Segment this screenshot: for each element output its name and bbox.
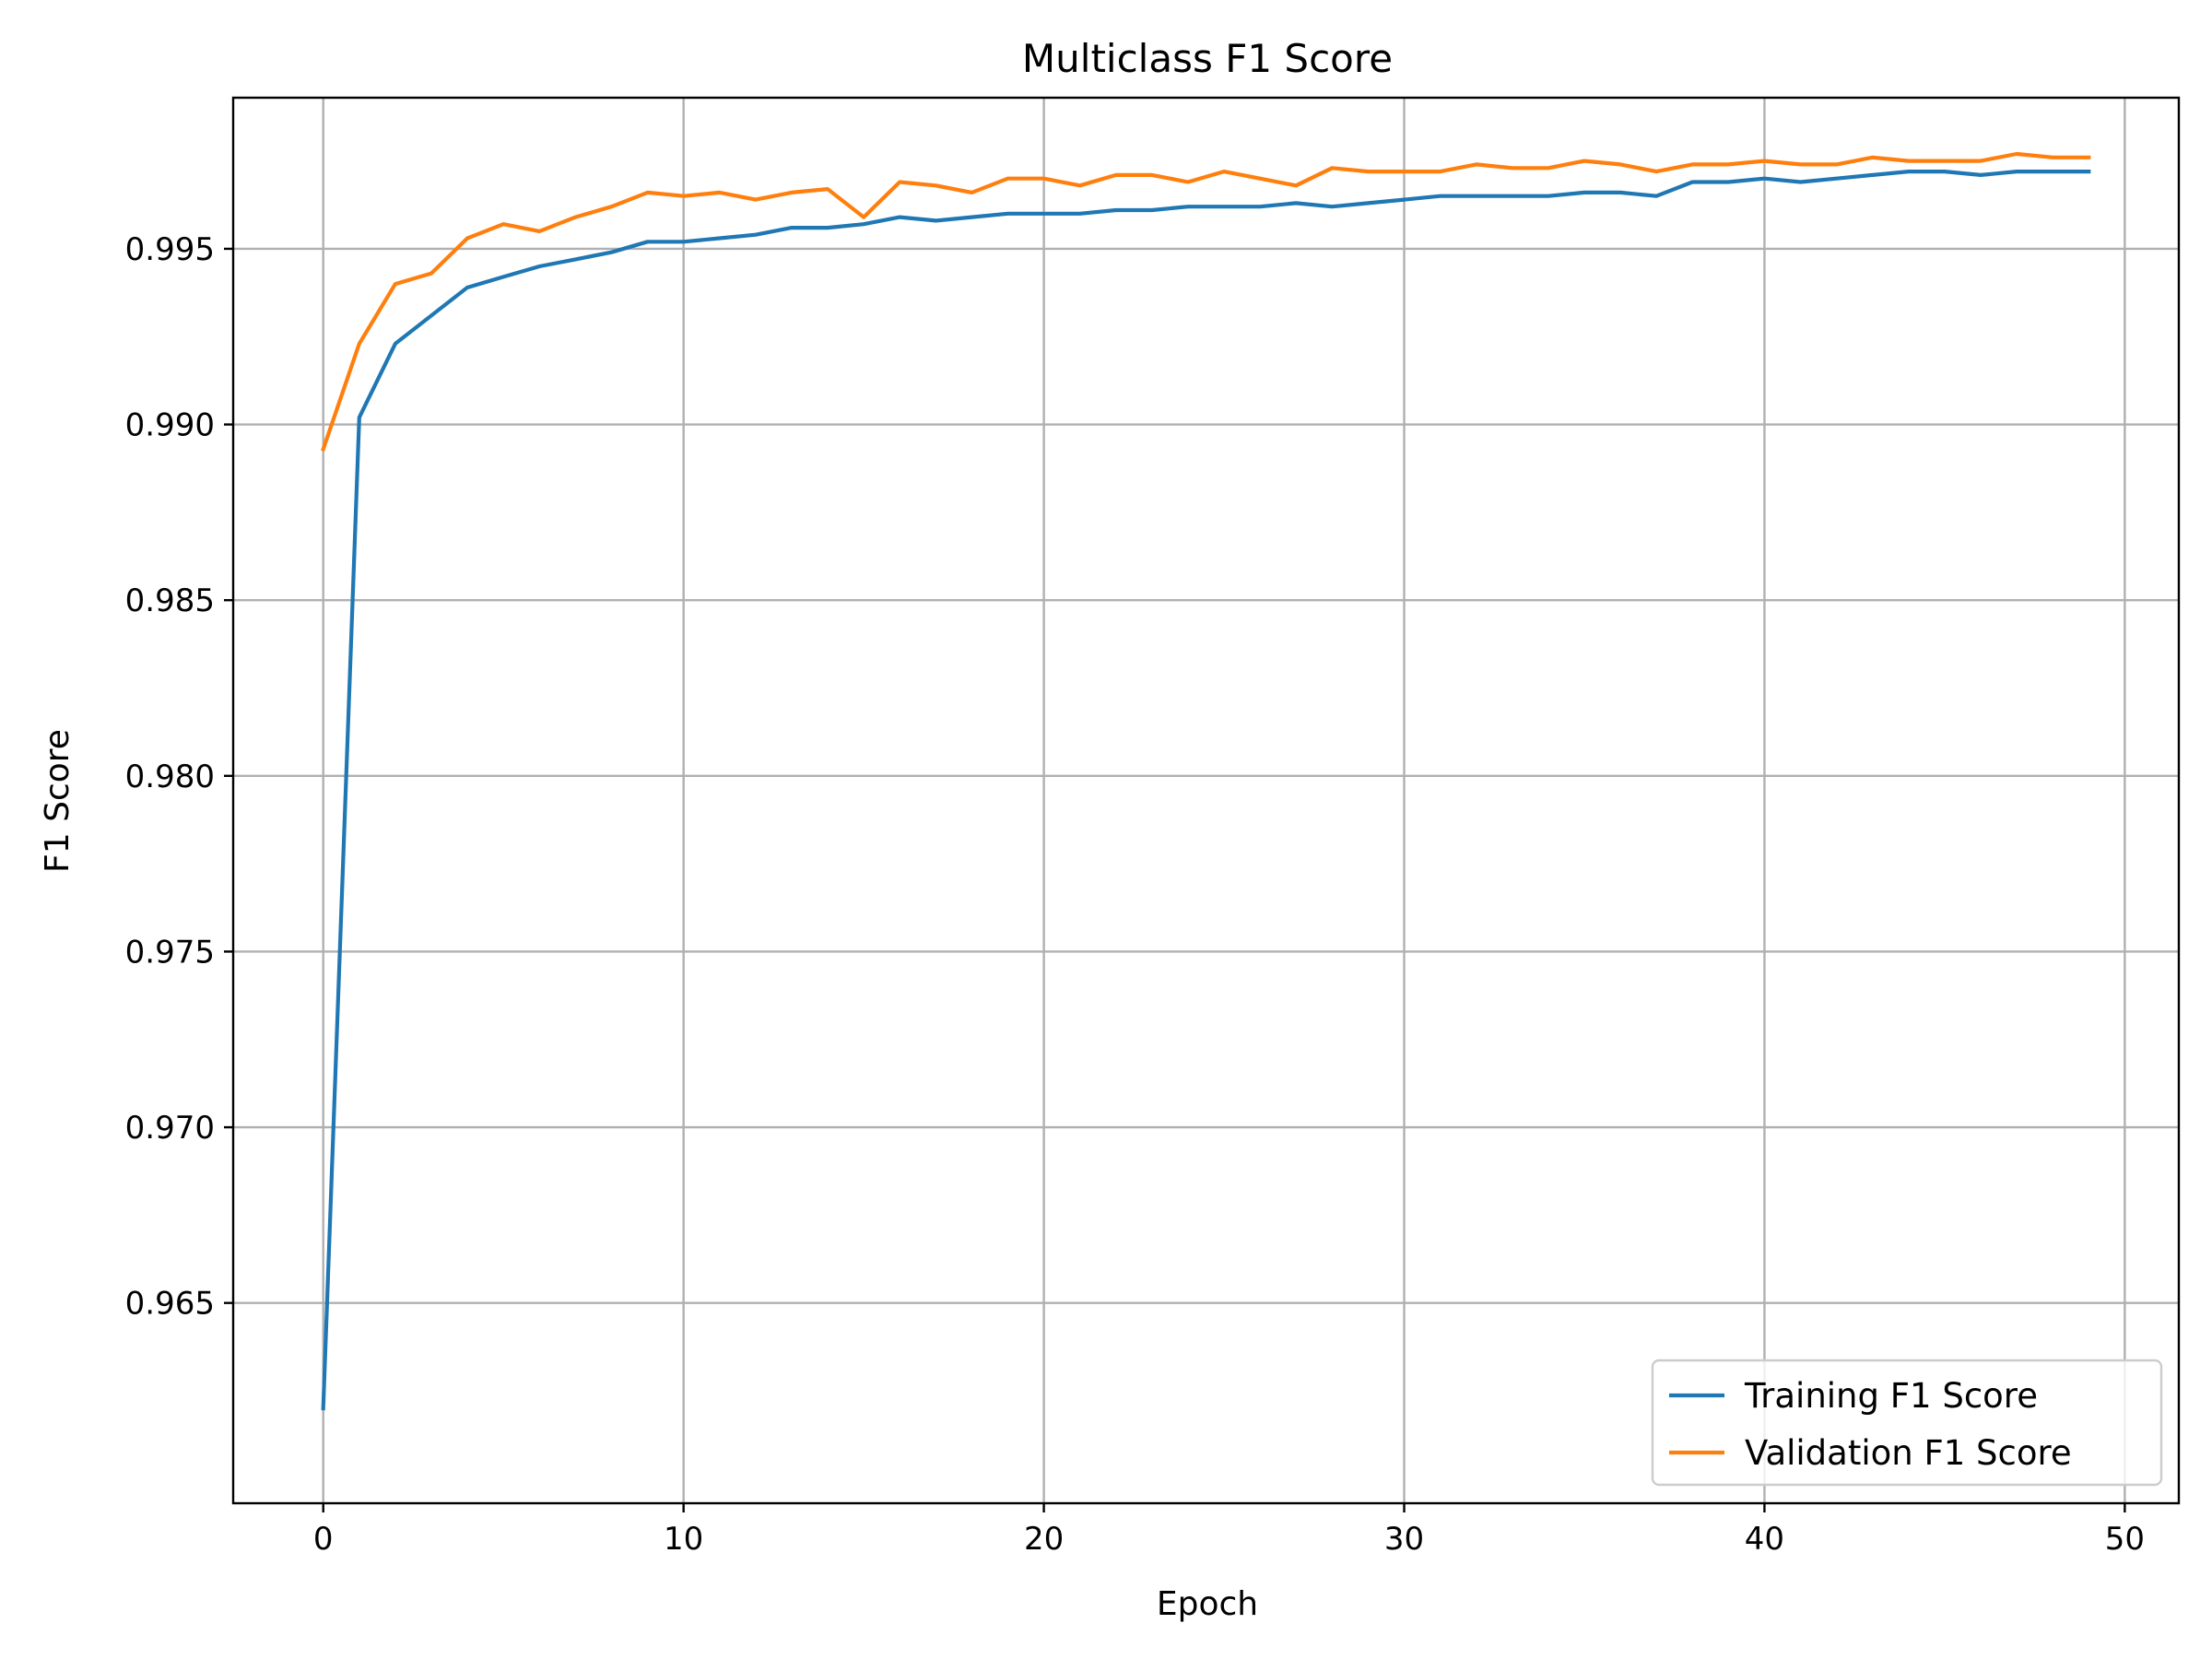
x-tick-label: 0: [313, 1521, 334, 1558]
y-tick-label: 0.990: [125, 407, 215, 444]
x-axis-label: Epoch: [1157, 1585, 1258, 1623]
y-tick-label: 0.980: [125, 759, 215, 795]
chart-title: Multiclass F1 Score: [1022, 36, 1393, 81]
plot-area: [231, 96, 2181, 1505]
x-tick-label: 20: [1024, 1521, 1064, 1558]
x-tick-label: 40: [1745, 1521, 1784, 1558]
y-tick-label: 0.985: [125, 582, 215, 619]
legend-box: [1651, 1359, 2163, 1487]
plot-background: [233, 98, 2179, 1503]
legend: Training F1 Score Validation F1 Score: [1651, 1359, 2163, 1487]
y-tick-label: 0.970: [125, 1110, 215, 1147]
grid-lines: [233, 98, 2179, 1503]
x-tick-label: 30: [1384, 1521, 1424, 1558]
plot-frame: [231, 96, 2181, 1505]
x-axis: 0 10 20 30 40 50: [313, 1503, 2145, 1558]
y-tick-label: 0.995: [125, 231, 215, 268]
y-axis-label: F1 Score: [39, 729, 76, 873]
y-tick-label: 0.965: [125, 1286, 215, 1323]
legend-label: Validation F1 Score: [1745, 1433, 2072, 1473]
series-line-training-f1-score: [321, 170, 2091, 1411]
x-tick-label: 10: [664, 1521, 703, 1558]
y-axis: 0.965 0.970 0.975 0.980 0.985 0.990 0.995: [125, 231, 233, 1323]
y-tick-label: 0.975: [125, 934, 215, 971]
series-layer: [321, 151, 2091, 1411]
legend-label: Training F1 Score: [1744, 1376, 2038, 1416]
x-tick-label: 50: [2105, 1521, 2145, 1558]
series-line-validation-f1-score: [321, 151, 2091, 452]
